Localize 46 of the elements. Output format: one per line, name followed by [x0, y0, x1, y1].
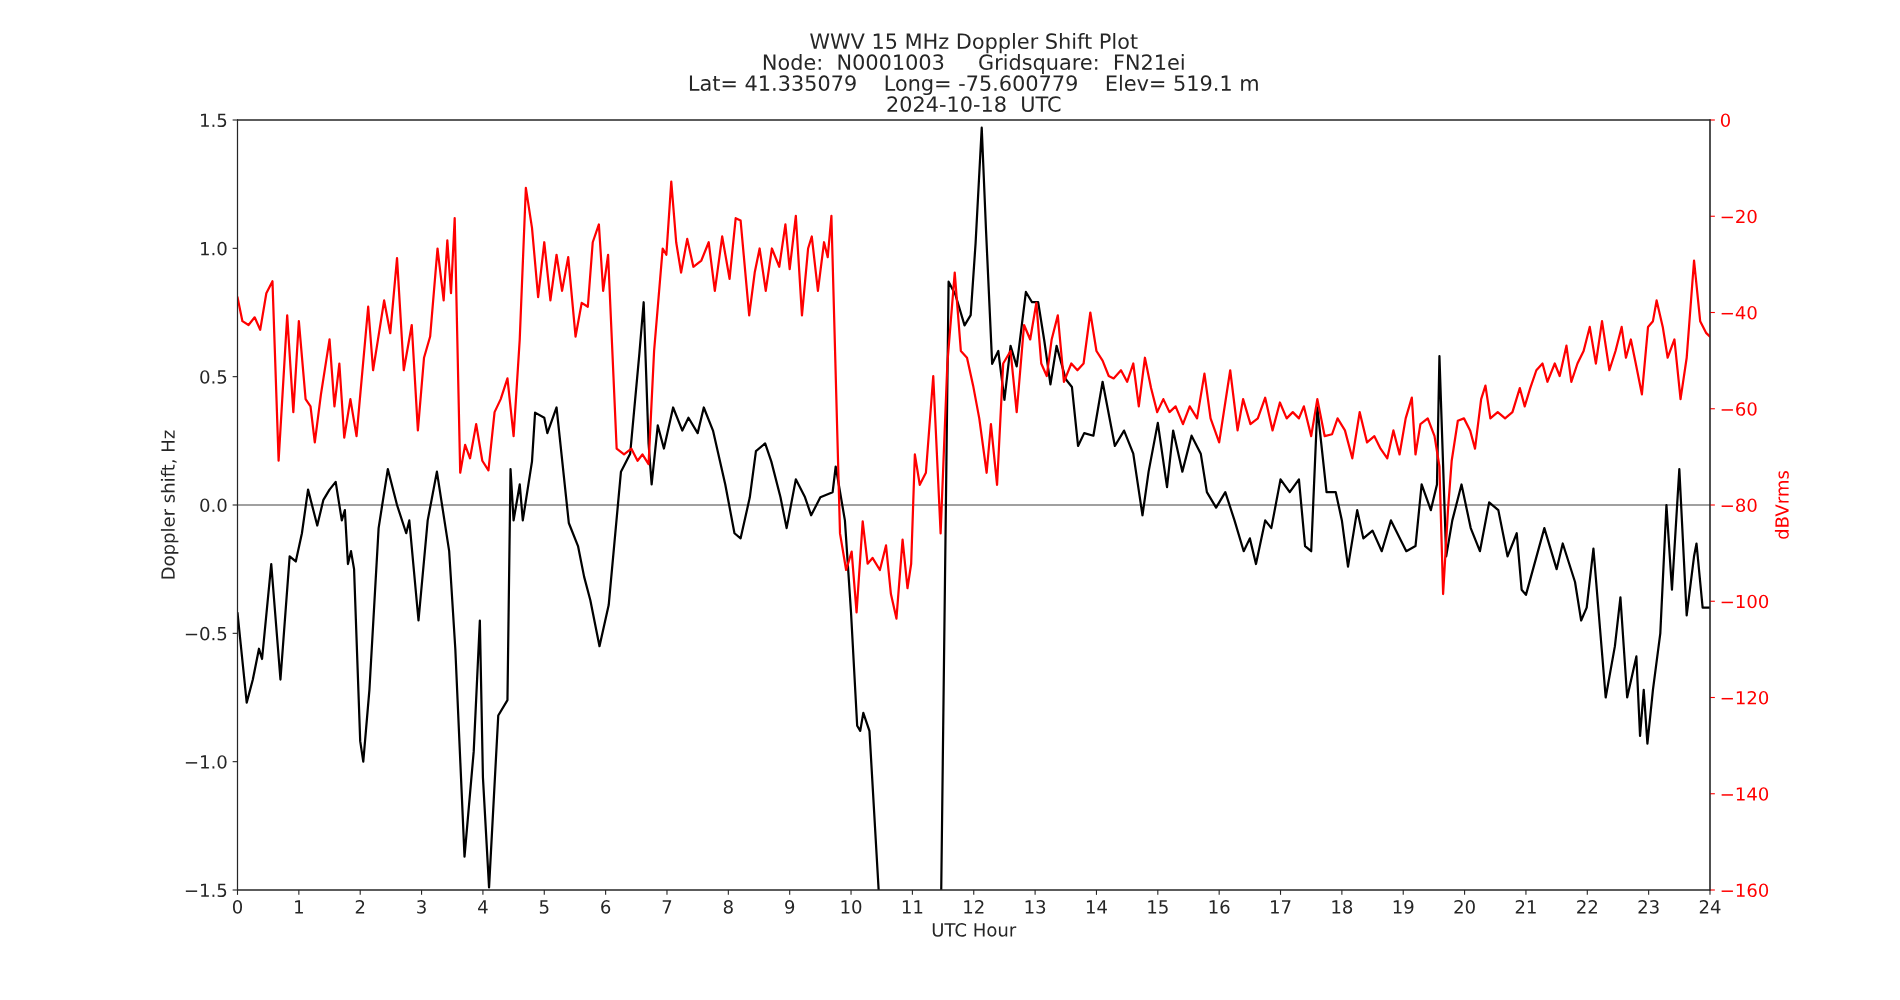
x-tick-label: 24	[1699, 900, 1721, 914]
y2-tick-label: 0	[1720, 113, 1731, 128]
x-tick-label: 1	[295, 900, 303, 914]
x-tick-label: 17	[1271, 900, 1291, 914]
y2-tick-label: −160	[1721, 883, 1769, 898]
y2-axis-title: dBVrms	[1774, 471, 1789, 539]
x-tick-label: 5	[539, 900, 549, 914]
y-tick-label: −0.5	[185, 626, 227, 641]
x-tick-label: 20	[1454, 900, 1475, 914]
x-tick-label: 19	[1393, 900, 1414, 914]
y-tick-label: −1.0	[185, 755, 227, 769]
x-tick-label: 2	[355, 900, 365, 914]
y2-tick-label: −40	[1721, 305, 1757, 320]
y2-tick-label: −80	[1721, 498, 1757, 513]
x-tick-label: 18	[1332, 900, 1353, 914]
x-tick-label: 15	[1148, 900, 1168, 914]
x-tick-label: 0	[232, 900, 243, 914]
x-tick-label: 23	[1638, 900, 1659, 914]
y-axis-title: Doppler shift, Hz	[160, 430, 179, 579]
x-tick-label: 6	[601, 900, 611, 914]
y-tick-label: 0.5	[200, 370, 227, 384]
y-tick-label: −1.5	[185, 883, 227, 898]
x-tick-label: 22	[1577, 900, 1597, 914]
x-tick-label: 14	[1086, 900, 1107, 914]
x-tick-label: 16	[1209, 900, 1230, 914]
y-tick-label: 0.0	[200, 498, 227, 513]
x-tick-label: 9	[785, 900, 795, 914]
x-tick-label: 8	[723, 900, 733, 914]
y2-tick-label: −100	[1721, 594, 1769, 609]
y2-tick-label: −60	[1721, 402, 1757, 416]
x-tick-label: 21	[1515, 900, 1536, 914]
y2-tick-label: −120	[1721, 690, 1769, 705]
x-tick-label: 10	[841, 900, 862, 914]
chart-title: WWV 15 MHz Doppler Shift Plot Node: N0001003 Gridsquare: FN21ei Lat= 41.335079 Long= -75.600779 Elev= 519.1 m 2024-10-18 UTC	[689, 32, 1258, 112]
x-tick-label: 4	[478, 900, 488, 914]
line-series	[237, 180, 1710, 620]
y-tick-label: 1.0	[201, 241, 227, 256]
x-tick-label: 11	[902, 900, 923, 914]
x-tick-label: 12	[964, 900, 984, 914]
x-axis-title: UTC Hour	[932, 923, 1017, 937]
y2-tick-label: −20	[1721, 209, 1757, 224]
x-tick-label: 13	[1025, 900, 1046, 914]
x-tick-label: 7	[662, 900, 672, 914]
y-tick-label: 1.5	[201, 113, 227, 128]
x-tick-label: 3	[417, 900, 426, 914]
y2-tick-label: −140	[1721, 787, 1769, 801]
